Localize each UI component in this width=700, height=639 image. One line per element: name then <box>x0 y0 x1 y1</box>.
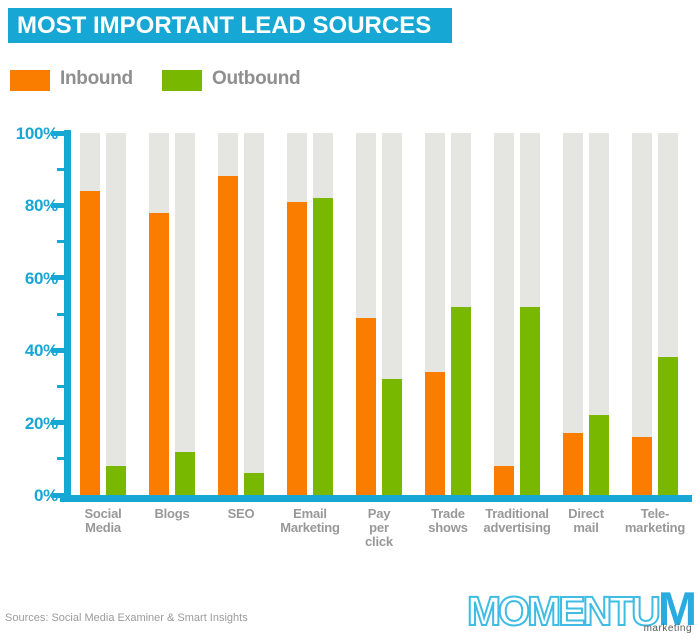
logo-solid-m: M <box>657 582 697 635</box>
y-tick-minor <box>57 384 64 388</box>
legend-swatch-inbound <box>10 70 50 91</box>
bar-outbound <box>382 379 402 495</box>
bar-track <box>106 133 126 495</box>
bar-inbound <box>287 201 307 495</box>
bar-outbound <box>451 306 471 495</box>
category-label: Email Marketing <box>280 506 340 535</box>
bar-track <box>589 133 609 495</box>
category-label: SEO <box>227 506 255 521</box>
y-tick-label: 20% <box>24 413 58 433</box>
y-tick-label: 80% <box>24 196 58 216</box>
bar-group <box>356 133 402 495</box>
bar-track <box>563 133 583 495</box>
logo-subtext: marketing <box>643 623 692 634</box>
y-tick-minor <box>57 312 64 316</box>
bar-inbound <box>149 212 169 495</box>
bar-inbound <box>80 190 100 495</box>
bar-outbound <box>106 466 126 495</box>
bar-outbound <box>175 451 195 495</box>
bar-group <box>287 133 333 495</box>
logo-outline-text: MOMENTU <box>466 587 662 635</box>
y-tick-minor <box>57 240 64 244</box>
y-tick-minor <box>57 167 64 171</box>
bar-outbound <box>313 198 333 495</box>
category-label: Social Media <box>84 506 122 535</box>
legend-label-inbound: Inbound <box>60 68 133 89</box>
category-label: Direct mail <box>568 506 604 535</box>
y-tick-label: 0% <box>34 486 58 505</box>
bar-group <box>494 133 540 495</box>
bar-inbound <box>356 317 376 495</box>
bar-group <box>563 133 609 495</box>
category-label: Traditional advertising <box>483 506 551 535</box>
bar-group <box>632 133 678 495</box>
x-axis-line <box>60 495 692 502</box>
category-label: Pay per click <box>365 506 393 549</box>
y-tick-minor <box>57 457 64 461</box>
category-label: Blogs <box>154 506 190 521</box>
bar-track <box>632 133 652 495</box>
legend-swatch-outbound <box>162 70 202 91</box>
sources-note: Sources: Social Media Examiner & Smart I… <box>5 612 248 624</box>
bar-inbound <box>632 437 652 495</box>
bar-inbound <box>218 176 238 495</box>
page-title-band: MOST IMPORTANT LEAD SOURCES <box>8 8 452 43</box>
y-tick-major <box>51 130 64 136</box>
bar-track <box>175 133 195 495</box>
bar-track <box>494 133 514 495</box>
bar-inbound <box>494 466 514 495</box>
momentum-logo: MOMENTUM marketing <box>466 581 697 636</box>
bar-group <box>218 133 264 495</box>
bar-group <box>80 133 126 495</box>
bar-outbound <box>244 473 264 495</box>
legend-label-outbound: Outbound <box>212 68 301 89</box>
category-label: Tele- marketing <box>624 506 686 535</box>
y-tick-major <box>51 202 64 208</box>
bar-track <box>244 133 264 495</box>
y-tick-label: 40% <box>24 341 58 361</box>
bar-outbound <box>589 415 609 495</box>
category-label: Trade shows <box>428 506 468 535</box>
bar-group <box>149 133 195 495</box>
bar-outbound <box>658 357 678 495</box>
bar-inbound <box>425 371 445 495</box>
bar-outbound <box>520 306 540 495</box>
bar-inbound <box>563 433 583 495</box>
y-tick-major <box>51 420 64 426</box>
y-tick-major <box>51 492 64 498</box>
y-tick-major <box>51 347 64 353</box>
legend: Inbound Outbound <box>0 68 700 94</box>
bar-group <box>425 133 471 495</box>
y-tick-label: 100% <box>15 124 59 143</box>
page-title: MOST IMPORTANT LEAD SOURCES <box>17 12 432 39</box>
y-tick-label: 60% <box>24 268 58 288</box>
y-axis-line <box>64 130 71 502</box>
y-tick-major <box>51 275 64 281</box>
